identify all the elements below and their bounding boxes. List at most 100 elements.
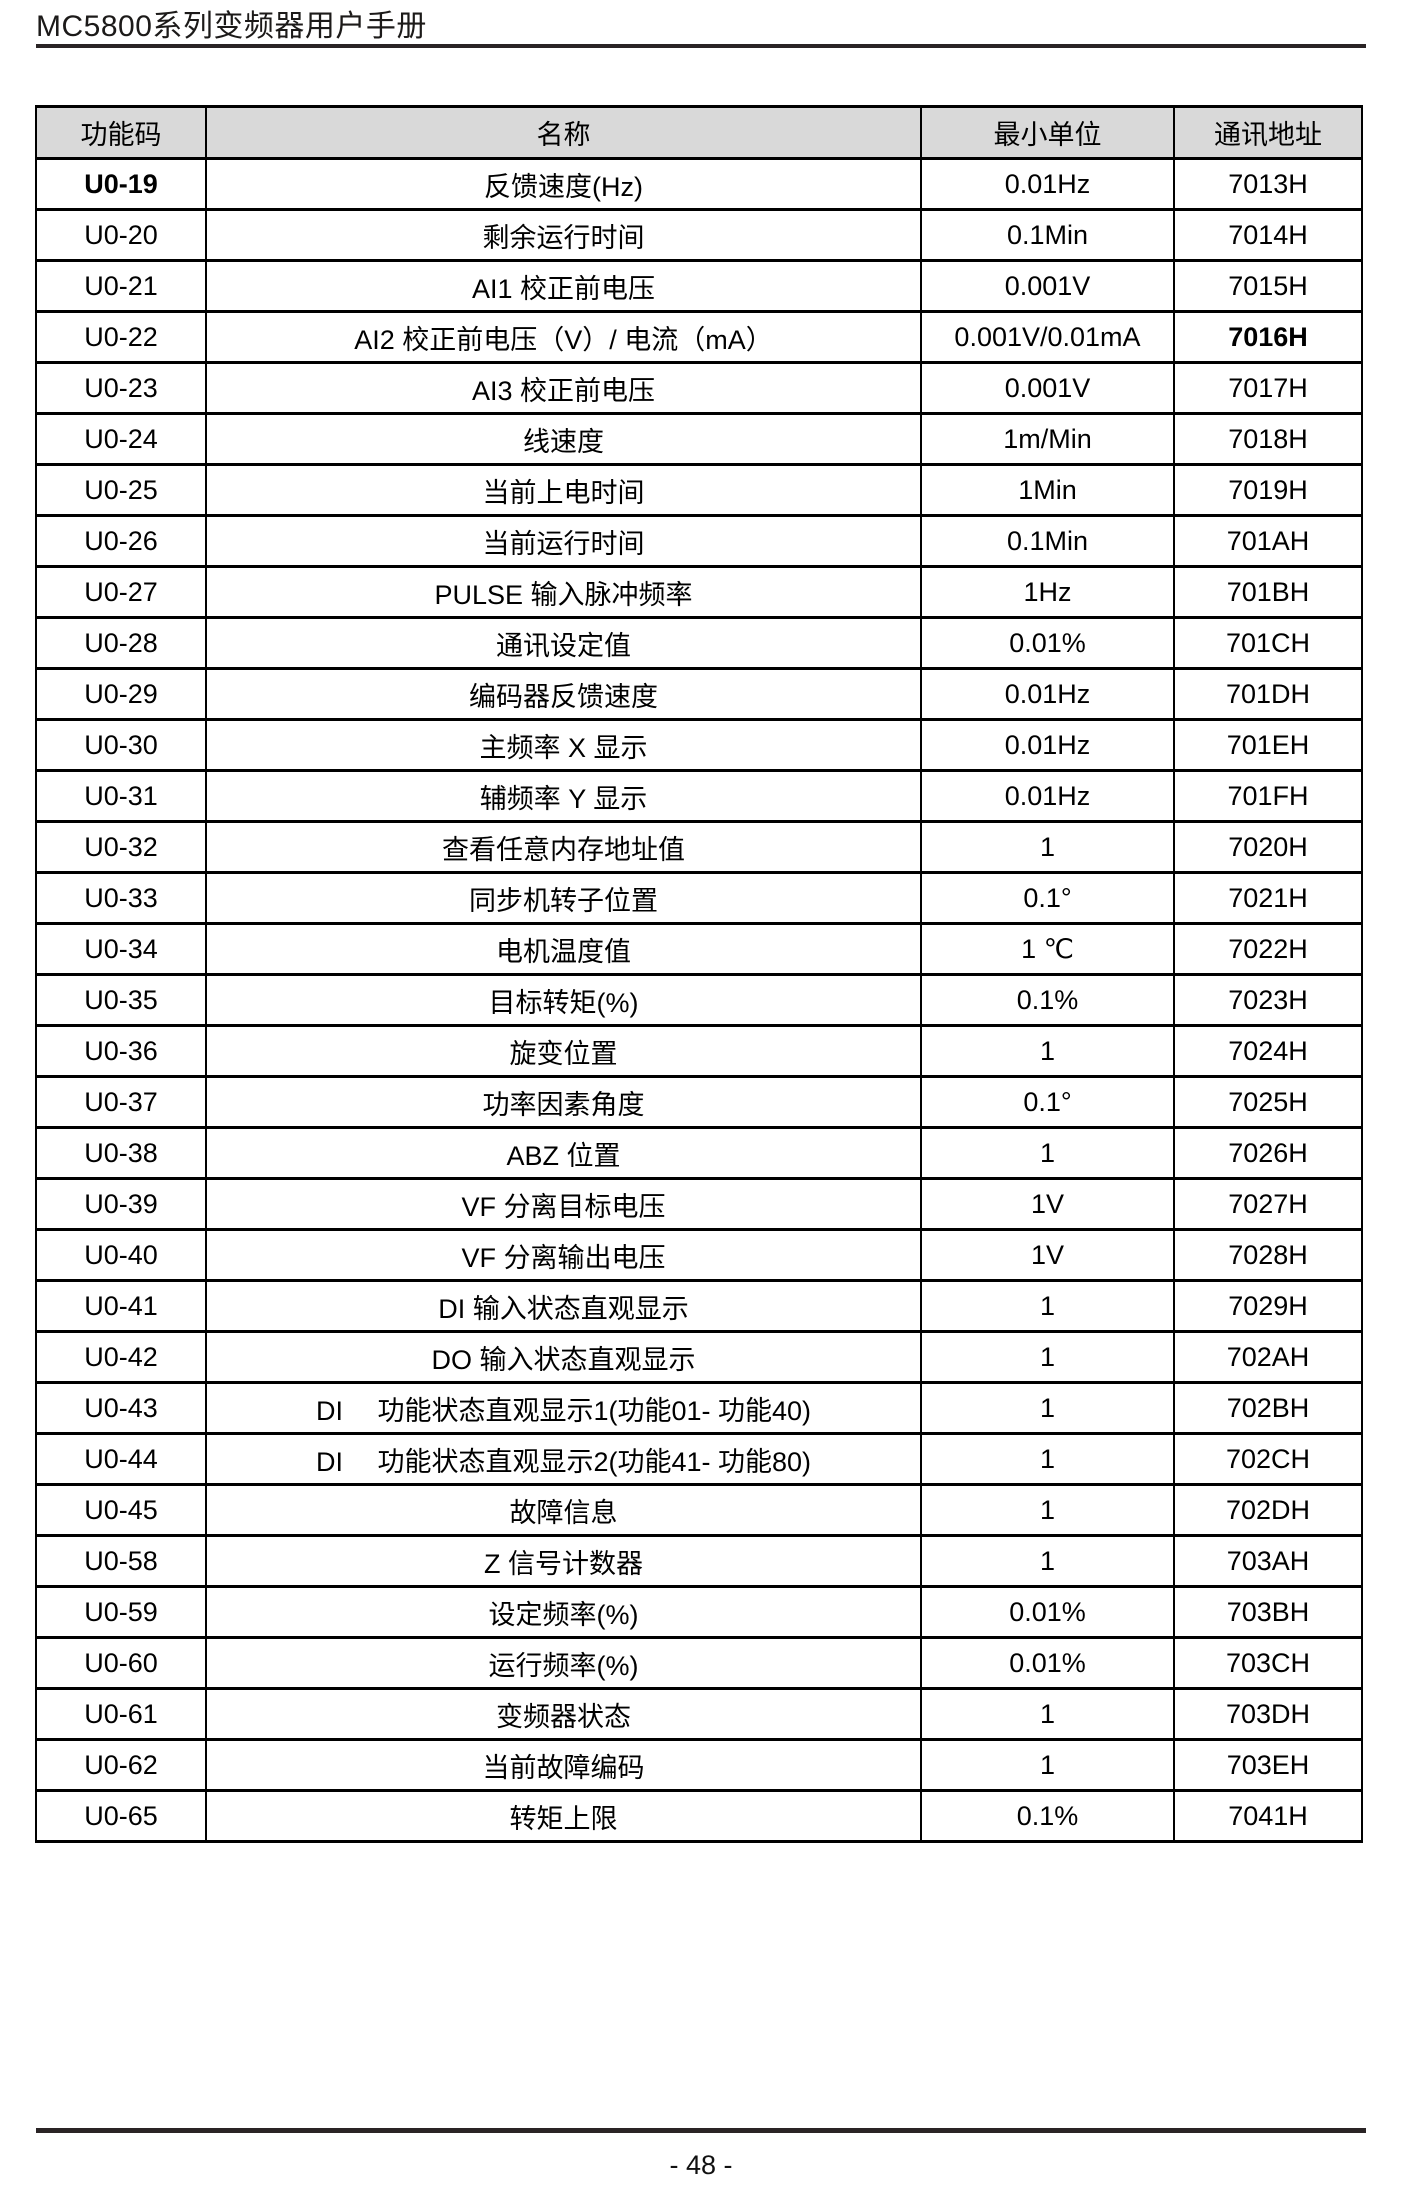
table-row: U0-31 辅频率 Y 显示 0.01Hz 701FH [35,769,1363,823]
cell-name: AI2 校正前电压（V）/ 电流（mA） [205,310,922,364]
cell-min-unit: 0.01Hz [920,718,1175,772]
cell-min-unit: 1Hz [920,565,1175,619]
cell-min-unit: 0.01Hz [920,769,1175,823]
cell-comm-address: 701EH [1173,718,1363,772]
table-row: U0-58 Z 信号计数器 1 703AH [35,1534,1363,1588]
table-row: U0-36 旋变位置 1 7024H [35,1024,1363,1078]
cell-comm-address: 7028H [1173,1228,1363,1282]
cell-comm-address: 7021H [1173,871,1363,925]
cell-function-code: U0-19 [35,157,207,211]
cell-min-unit: 0.1% [920,1789,1175,1843]
table-row: U0-21 AI1 校正前电压 0.001V 7015H [35,259,1363,313]
cell-min-unit: 1Min [920,463,1175,517]
cell-name: 运行频率(%) [205,1636,922,1690]
cell-function-code: U0-33 [35,871,207,925]
col-header-function-code: 功能码 [35,105,207,160]
cell-comm-address: 7025H [1173,1075,1363,1129]
table-row: U0-60 运行频率(%) 0.01% 703CH [35,1636,1363,1690]
cell-function-code: U0-25 [35,463,207,517]
doc-header-title: MC5800系列变频器用户手册 [36,10,427,43]
cell-function-code: U0-44 [35,1432,207,1486]
cell-name: DO 输入状态直观显示 [205,1330,922,1384]
cell-function-code: U0-43 [35,1381,207,1435]
cell-name: 变频器状态 [205,1687,922,1741]
cell-name: PULSE 输入脉冲频率 [205,565,922,619]
cell-name: VF 分离输出电压 [205,1228,922,1282]
cell-comm-address: 703DH [1173,1687,1363,1741]
cell-name: 目标转矩(%) [205,973,922,1027]
cell-function-code: U0-40 [35,1228,207,1282]
function-code-table: 功能码 名称 最小单位 通讯地址 U0-19 反馈速度(Hz) 0.01Hz 7013… [35,105,1363,1843]
cell-comm-address: 7013H [1173,157,1363,211]
table-row: U0-39 VF 分离目标电压 1V 7027H [35,1177,1363,1231]
cell-comm-address: 703BH [1173,1585,1363,1639]
cell-function-code: U0-37 [35,1075,207,1129]
cell-function-code: U0-27 [35,565,207,619]
cell-min-unit: 0.01% [920,1585,1175,1639]
cell-name: 查看任意内存地址值 [205,820,922,874]
table-body: U0-19 反馈速度(Hz) 0.01Hz 7013H U0-20 剩余运行时间 0.1Mi… [35,157,1363,1843]
table-header-row: 功能码 名称 最小单位 通讯地址 [35,105,1363,160]
cell-min-unit: 1 [920,1687,1175,1741]
cell-comm-address: 702DH [1173,1483,1363,1537]
cell-min-unit: 0.1Min [920,514,1175,568]
cell-min-unit: 1V [920,1177,1175,1231]
cell-function-code: U0-58 [35,1534,207,1588]
cell-name: 辅频率 Y 显示 [205,769,922,823]
cell-comm-address: 7019H [1173,463,1363,517]
cell-name: 转矩上限 [205,1789,922,1843]
cell-min-unit: 1 [920,1534,1175,1588]
cell-name: 剩余运行时间 [205,208,922,262]
cell-name: AI3 校正前电压 [205,361,922,415]
cell-name: DI 输入状态直观显示 [205,1279,922,1333]
cell-min-unit: 1 [920,1432,1175,1486]
table-row: U0-25 当前上电时间 1Min 7019H [35,463,1363,517]
table-row: U0-59 设定频率(%) 0.01% 703BH [35,1585,1363,1639]
cell-min-unit: 1V [920,1228,1175,1282]
cell-comm-address: 703AH [1173,1534,1363,1588]
cell-function-code: U0-28 [35,616,207,670]
cell-function-code: U0-32 [35,820,207,874]
cell-function-code: U0-59 [35,1585,207,1639]
cell-function-code: U0-21 [35,259,207,313]
table-row: U0-37 功率因素角度 0.1° 7025H [35,1075,1363,1129]
cell-comm-address: 702BH [1173,1381,1363,1435]
table-row: U0-27 PULSE 输入脉冲频率 1Hz 701BH [35,565,1363,619]
cell-min-unit: 0.1Min [920,208,1175,262]
cell-min-unit: 0.001V [920,361,1175,415]
cell-comm-address: 7024H [1173,1024,1363,1078]
table-row: U0-29 编码器反馈速度 0.01Hz 701DH [35,667,1363,721]
cell-name: 当前运行时间 [205,514,922,568]
cell-min-unit: 1 [920,820,1175,874]
table-row: U0-23 AI3 校正前电压 0.001V 7017H [35,361,1363,415]
cell-function-code: U0-41 [35,1279,207,1333]
cell-function-code: U0-38 [35,1126,207,1180]
cell-min-unit: 1 [920,1483,1175,1537]
cell-function-code: U0-62 [35,1738,207,1792]
cell-comm-address: 7015H [1173,259,1363,313]
cell-name: 当前上电时间 [205,463,922,517]
cell-comm-address: 701DH [1173,667,1363,721]
cell-function-code: U0-65 [35,1789,207,1843]
cell-comm-address: 7022H [1173,922,1363,976]
cell-name: 主频率 X 显示 [205,718,922,772]
cell-comm-address: 7023H [1173,973,1363,1027]
cell-name: 反馈速度(Hz) [205,157,922,211]
cell-name: DI 功能状态直观显示2(功能41- 功能80) [205,1432,922,1486]
table-row: U0-44 DI 功能状态直观显示2(功能41- 功能80) 1 702CH [35,1432,1363,1486]
cell-comm-address: 703EH [1173,1738,1363,1792]
header-rule [36,44,1366,48]
cell-comm-address: 701AH [1173,514,1363,568]
table-row: U0-26 当前运行时间 0.1Min 701AH [35,514,1363,568]
cell-function-code: U0-24 [35,412,207,466]
cell-name: 编码器反馈速度 [205,667,922,721]
cell-min-unit: 0.01% [920,1636,1175,1690]
table-row: U0-35 目标转矩(%) 0.1% 7023H [35,973,1363,1027]
cell-function-code: U0-29 [35,667,207,721]
cell-name: Z 信号计数器 [205,1534,922,1588]
table-row: U0-22 AI2 校正前电压（V）/ 电流（mA） 0.001V/0.01mA 70… [35,310,1363,364]
table-row: U0-32 查看任意内存地址值 1 7020H [35,820,1363,874]
cell-min-unit: 1 [920,1024,1175,1078]
cell-name: 故障信息 [205,1483,922,1537]
table-row: U0-38 ABZ 位置 1 7026H [35,1126,1363,1180]
